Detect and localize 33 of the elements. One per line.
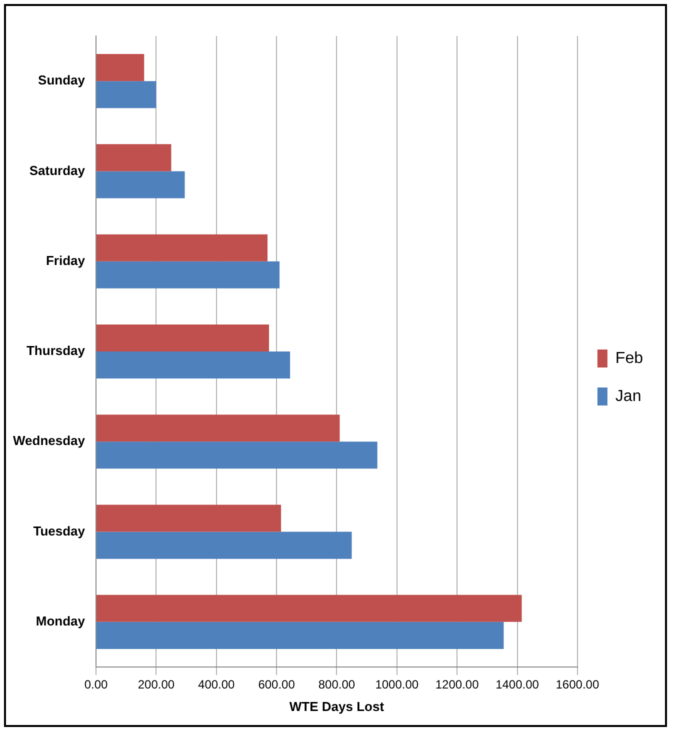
y-tick-label: Thursday <box>26 343 86 358</box>
x-tick-label: 200.00 <box>138 678 175 692</box>
x-tick-label: 1400.00 <box>496 678 540 692</box>
x-tick-label: 400.00 <box>198 678 236 692</box>
bar <box>96 324 270 352</box>
x-tick-label: 600.00 <box>258 678 296 692</box>
bar <box>96 144 172 172</box>
y-tick-label: Friday <box>46 252 86 268</box>
y-tick-label: Tuesday <box>33 523 86 538</box>
y-tick-label: Monday <box>36 614 86 629</box>
bar <box>96 234 268 262</box>
legend-label: Jan <box>615 388 642 405</box>
x-axis-title: WTE Days Lost <box>289 698 385 714</box>
y-tick-label: Wednesday <box>12 433 86 448</box>
bar <box>96 594 522 622</box>
bar <box>96 352 290 379</box>
bar <box>96 261 280 288</box>
bar <box>96 504 282 532</box>
bar <box>96 622 504 649</box>
x-tick-label: 800.00 <box>318 678 356 692</box>
y-tick-label: Sunday <box>38 72 86 88</box>
bar <box>96 54 144 82</box>
legend-label: Feb <box>615 350 644 367</box>
bar <box>96 171 185 198</box>
bar <box>96 81 156 108</box>
x-tick-label: 0.00 <box>84 678 108 692</box>
x-tick-label: 1600.00 <box>556 678 600 692</box>
y-tick-label: Saturday <box>29 162 86 178</box>
bar <box>96 532 352 559</box>
x-tick-label: 1000.00 <box>375 678 419 692</box>
bar <box>96 414 340 442</box>
x-tick-label: 1200.00 <box>435 678 480 692</box>
bar <box>96 442 378 469</box>
